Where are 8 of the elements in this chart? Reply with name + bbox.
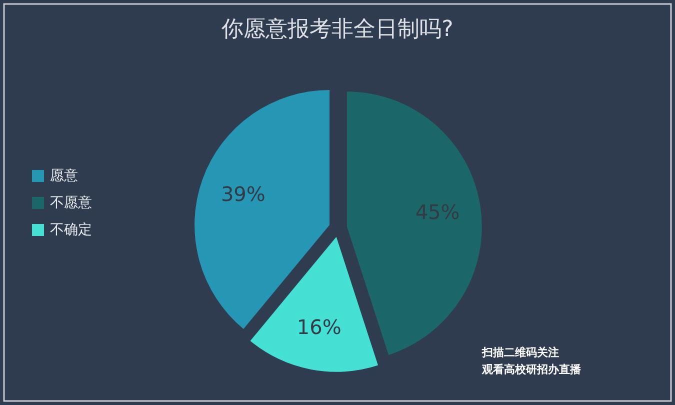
- data-label: 16%: [296, 315, 342, 340]
- chart-title: 你愿意报考非全日制吗?: [220, 17, 454, 42]
- text: 观看高校研招办直播: [481, 363, 582, 376]
- data-label: 39%: [220, 182, 266, 206]
- legend-label: 不愿意: [50, 195, 92, 211]
- legend-label: 愿意: [50, 168, 78, 184]
- text: 扫描二维码关注: [481, 346, 559, 359]
- legend-label: 不确定: [50, 222, 92, 238]
